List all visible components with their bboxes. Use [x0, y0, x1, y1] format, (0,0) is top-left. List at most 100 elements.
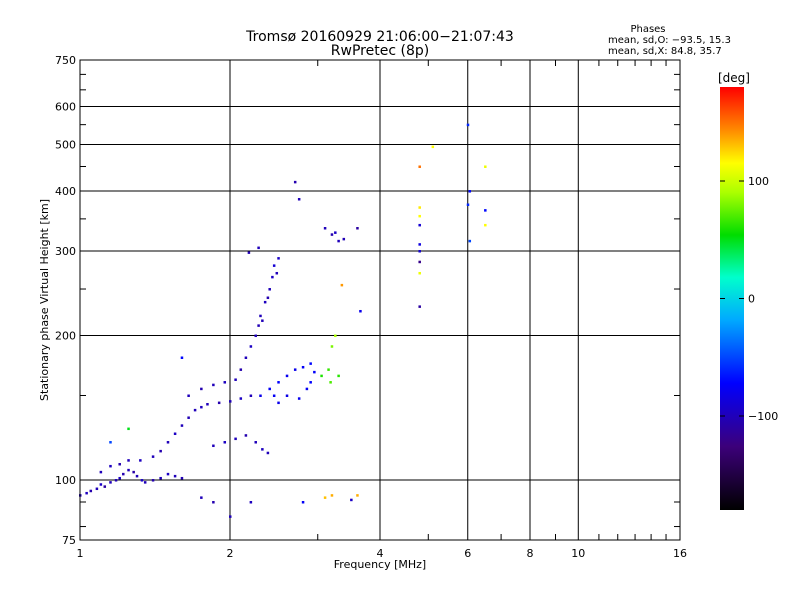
grid-lines [80, 60, 680, 540]
data-point [466, 123, 470, 127]
data-point [356, 227, 359, 230]
data-point [418, 223, 421, 227]
data-point [418, 305, 421, 308]
data-point [418, 165, 421, 168]
data-point [293, 368, 297, 371]
data-point [114, 479, 118, 482]
data-point [200, 405, 203, 409]
y-tick-label: 75 [62, 534, 76, 547]
data-point [468, 239, 472, 243]
data-point [466, 203, 470, 206]
data-point [418, 260, 421, 264]
phases-line-o: mean, sd,O: −93.5, 15.3 [608, 35, 731, 46]
data-point [297, 397, 301, 400]
data-point [327, 368, 330, 371]
data-point [259, 314, 262, 318]
x-tick-label: 8 [527, 547, 534, 560]
data-point [277, 257, 280, 260]
data-point [223, 381, 227, 384]
data-point [244, 356, 248, 359]
data-point [109, 441, 112, 444]
x-axis-label: Frequency [MHz] [334, 558, 426, 571]
y-tick-label: 400 [55, 185, 76, 198]
data-point [334, 334, 337, 338]
data-point [127, 459, 130, 462]
data-point [99, 483, 103, 486]
data-point [118, 476, 121, 480]
data-point [103, 485, 107, 488]
data-point [484, 223, 487, 227]
data-point [249, 394, 253, 398]
data-point [159, 476, 162, 480]
data-point [151, 479, 155, 482]
colorbar-label: [deg] [718, 71, 750, 85]
data-point [309, 381, 312, 384]
data-point [261, 448, 264, 451]
data-point [418, 214, 421, 218]
x-tick-label: 10 [571, 547, 585, 560]
data-point [342, 237, 346, 241]
phases-line-x: mean, sd,X: 84.8, 35.7 [608, 46, 722, 57]
data-point [206, 403, 209, 406]
data-point [239, 397, 243, 400]
data-point [249, 500, 253, 504]
data-point [418, 206, 421, 209]
data-point [309, 362, 312, 365]
data-point [257, 246, 260, 250]
data-point [187, 394, 190, 398]
plot-frame [79, 59, 681, 541]
data-point [263, 300, 267, 304]
data-point [340, 283, 344, 287]
data-point [139, 459, 142, 462]
data-point [254, 334, 257, 338]
y-tick-label: 200 [55, 330, 76, 343]
data-point [127, 468, 130, 472]
data-point [212, 500, 215, 504]
x-tick-label: 6 [464, 547, 471, 560]
y-tick-label: 750 [55, 54, 76, 67]
data-point [143, 481, 147, 484]
chart-title: Tromsø 20160929 21:06:00−21:07:43 [245, 29, 514, 45]
data-point [259, 394, 262, 398]
data-point [229, 400, 232, 403]
data-point [200, 387, 203, 391]
data-point [132, 470, 135, 474]
data-point [266, 296, 270, 300]
data-point [277, 381, 280, 384]
data-point [193, 408, 197, 412]
data-point [330, 494, 334, 497]
data-point [305, 387, 309, 391]
data-point [254, 441, 257, 444]
data-point [484, 165, 487, 168]
data-point [337, 374, 340, 378]
data-point [212, 444, 215, 448]
data-point [239, 368, 243, 371]
data-point [418, 243, 421, 246]
data-point [212, 383, 215, 387]
data-point [313, 370, 316, 374]
data-point [173, 432, 177, 436]
data-point [127, 427, 130, 431]
data-point [95, 487, 99, 491]
data-point [140, 479, 144, 482]
colorbar-tick-label: 100 [748, 175, 769, 188]
data-point [173, 474, 177, 478]
data-point [334, 231, 337, 234]
y-tick-label: 600 [55, 101, 76, 114]
data-point [234, 437, 237, 441]
data-point [200, 496, 203, 499]
data-point [135, 474, 139, 478]
data-point [301, 365, 305, 369]
data-point [275, 271, 279, 275]
y-axis-label: Stationary phase Virtual Height [km] [38, 199, 51, 401]
data-point [337, 239, 340, 243]
data-point [350, 498, 353, 502]
chart-subtitle: RwPretec (8p) [331, 43, 429, 59]
data-point [234, 378, 237, 381]
data-point [85, 491, 88, 495]
data-point [356, 494, 359, 497]
x-tick-label: 16 [673, 547, 687, 560]
data-point [89, 489, 93, 493]
data-point [323, 227, 327, 230]
